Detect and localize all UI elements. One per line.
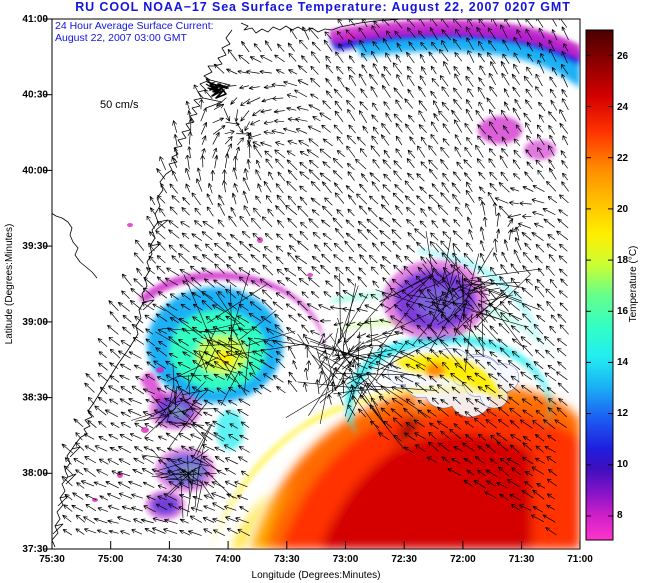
svg-text:Latitude (Degrees:Minutes): Latitude (Degrees:Minutes) [4, 224, 15, 345]
svg-text:Temperature (°C): Temperature (°C) [628, 246, 639, 323]
svg-text:26: 26 [617, 51, 629, 62]
svg-text:75:00: 75:00 [98, 554, 124, 565]
svg-text:18: 18 [617, 255, 629, 266]
svg-text:71:00: 71:00 [567, 554, 593, 565]
svg-text:73:00: 73:00 [333, 554, 359, 565]
svg-text:14: 14 [617, 357, 629, 368]
svg-text:75:30: 75:30 [39, 554, 65, 565]
svg-text:20: 20 [617, 204, 629, 215]
svg-text:24 Hour Average Surface Curren: 24 Hour Average Surface Current: [55, 20, 214, 32]
svg-text:22: 22 [617, 153, 629, 164]
svg-text:16: 16 [617, 306, 629, 317]
svg-text:74:00: 74:00 [215, 554, 241, 565]
svg-text:Longitude (Degrees:Minutes): Longitude (Degrees:Minutes) [252, 570, 381, 581]
svg-text:71:30: 71:30 [509, 554, 535, 565]
svg-text:RU COOL NOAA−17 Sea Surface: RU COOL NOAA−17 Sea Surface Temperature:… [75, 0, 571, 14]
svg-text:12: 12 [617, 408, 629, 419]
svg-text:74:30: 74:30 [157, 554, 183, 565]
svg-text:10: 10 [617, 459, 629, 470]
svg-text:73:30: 73:30 [274, 554, 300, 565]
svg-text:August 22, 2007 03:00 GMT: August 22, 2007 03:00 GMT [55, 32, 188, 44]
svg-text:72:30: 72:30 [391, 554, 417, 565]
svg-text:24: 24 [617, 102, 629, 113]
svg-text:8: 8 [617, 510, 623, 521]
svg-text:72:00: 72:00 [450, 554, 476, 565]
svg-text:50 cm/s: 50 cm/s [100, 99, 139, 111]
